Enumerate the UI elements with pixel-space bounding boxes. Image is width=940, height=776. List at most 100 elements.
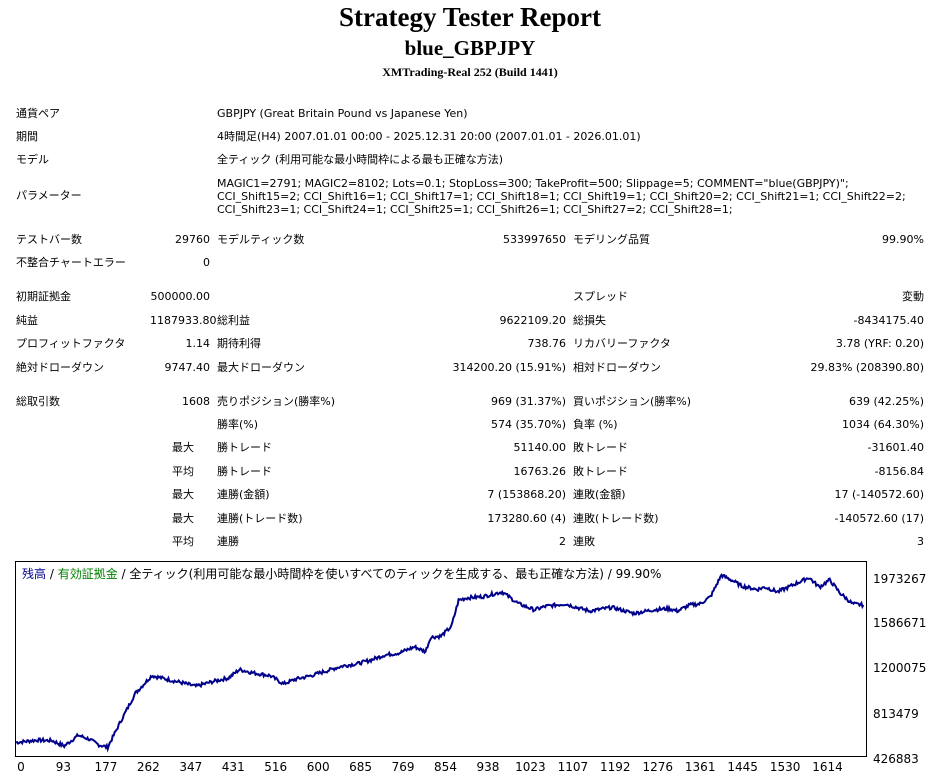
pf-value: 1.14 [185, 337, 211, 350]
avg-cons-win-label: 連勝 [217, 535, 239, 548]
net-row: 純益 1187933.80 総利益 9622109.20 総損失 -843417… [0, 312, 940, 330]
x-tick-label: 431 [221, 760, 245, 774]
cons-cnt-row: 最大 連勝(トレード数) 173280.60 (4) 連敗(トレード数) -14… [0, 510, 940, 528]
balance-line [16, 573, 865, 753]
period-row: 期間 4時間足(H4) 2007.01.01 00:00 - 2025.12.3… [0, 128, 940, 146]
mismatch-value: 0 [203, 256, 210, 269]
deposit-value: 500000.00 [150, 290, 211, 303]
cons-wins-cnt-label: 連勝(トレード数) [217, 512, 303, 525]
recovery-label: リカバリーファクタ [573, 337, 671, 350]
long-label: 買いポジション(勝率%) [573, 395, 692, 408]
pf-label: プロフィットファクタ [16, 337, 126, 350]
balance-chart: 残高 / 有効証拠金 / 全ティック(利用可能な最小時間枠を使いすべてのティック… [15, 561, 940, 776]
cons-loss-cnt-value: -140572.60 (17) [834, 512, 924, 525]
avg-prefix: 平均 [172, 465, 194, 478]
param-value: MAGIC1=2791; MAGIC2=8102; Lots=0.1; Stop… [217, 177, 906, 216]
max-prefix: 最大 [172, 488, 194, 501]
period-label: 期間 [16, 130, 38, 143]
winrate-value: 574 (35.70%) [490, 418, 566, 431]
avg-cons-loss-label: 連敗 [573, 535, 595, 548]
ticks-label: モデルティック数 [217, 233, 305, 246]
max-win-value: 51140.00 [513, 441, 567, 454]
cons-wins-amt-label: 連勝(金額) [217, 488, 270, 501]
drawdown-row: 絶対ドローダウン 9747.40 最大ドローダウン 314200.20 (15.… [0, 359, 940, 377]
cons-loss-amt-value: 17 (-140572.60) [834, 488, 924, 501]
max-prefix: 最大 [172, 512, 194, 525]
x-tick-label: 177 [94, 760, 118, 774]
avg-cons-row: 平均 連勝 2 連敗 3 [0, 533, 940, 551]
recovery-value: 3.78 (YRF: 0.20) [835, 337, 924, 350]
x-tick-label: 1361 [684, 760, 716, 774]
max-loss-value: -31601.40 [867, 441, 924, 454]
x-tick-label: 1023 [515, 760, 546, 774]
ticks-value: 533997650 [503, 233, 566, 246]
x-tick-label: 938 [476, 760, 500, 774]
avg-cons-win-value: 2 [559, 535, 566, 548]
bars-row: テストバー数 29760 モデルティック数 533997650 モデリング品質 … [0, 231, 940, 249]
cons-wins-cnt-value: 173280.60 (4) [487, 512, 566, 525]
gross-loss-value: -8434175.40 [853, 314, 924, 327]
x-tick-label: 600 [306, 760, 330, 774]
x-tick-label: 685 [349, 760, 373, 774]
param-label: パラメーター [16, 189, 82, 202]
short-label: 売りポジション(勝率%) [217, 395, 336, 408]
report-title: Strategy Tester Report [339, 2, 601, 32]
avg-cons-loss-value: 3 [917, 535, 924, 548]
report-subtitle: blue_GBPJPY [404, 36, 536, 60]
expected-value: 738.76 [527, 337, 567, 350]
max-win-label: 勝トレード [217, 441, 272, 454]
cons-amt-row: 最大 連勝(金額) 7 (153868.20) 連敗(金額) 17 (-1405… [0, 486, 940, 504]
avg-win-label: 勝トレード [217, 465, 272, 478]
net-value: 1187933.80 [150, 314, 217, 327]
y-tick-label: 426883 [873, 752, 919, 766]
pair-row: 通貨ペア GBPJPY (Great Britain Pound vs Japa… [0, 105, 940, 123]
cons-loss-amt-label: 連敗(金額) [573, 488, 626, 501]
legend-description: / 全ティック(利用可能な最小時間枠を使いすべてのティックを生成する、最も正確な… [117, 567, 662, 581]
mismatch-row: 不整合チャートエラー 0 [0, 254, 940, 272]
net-label: 純益 [16, 314, 38, 327]
max-dd-label: 最大ドローダウン [217, 361, 305, 374]
avg-loss-value: -8156.84 [874, 465, 924, 478]
max-prefix: 最大 [172, 441, 194, 454]
chart-svg [16, 573, 865, 753]
total-row: 総取引数 1608 売りポジション(勝率%) 969 (31.37%) 買いポジ… [0, 393, 940, 411]
spread-label: スプレッド [573, 290, 628, 303]
legend-balance: 残高 [22, 567, 47, 581]
abs-dd-label: 絶対ドローダウン [16, 361, 104, 374]
pf-row: プロフィットファクタ 1.14 期待利得 738.76 リカバリーファクタ 3.… [0, 335, 940, 353]
avg-loss-label: 敗トレード [573, 465, 628, 478]
max-trade-row: 最大 勝トレード 51140.00 敗トレード -31601.40 [0, 439, 940, 457]
x-tick-label: 1530 [769, 760, 801, 774]
gross-profit-label: 総利益 [217, 314, 250, 327]
avg-win-value: 16763.26 [513, 465, 567, 478]
rel-dd-label: 相対ドローダウン [573, 361, 661, 374]
server-name: XMTrading-Real 252 (Build 1441) [382, 65, 558, 79]
avg-prefix: 平均 [172, 535, 194, 548]
total-label: 総取引数 [16, 395, 60, 408]
rel-dd-value: 29.83% (208390.80) [810, 361, 924, 374]
pair-value: GBPJPY (Great Britain Pound vs Japanese … [217, 107, 468, 120]
chart-legend: 残高 / 有効証拠金 / 全ティック(利用可能な最小時間枠を使いすべてのティック… [22, 565, 661, 582]
x-tick-label: 1445 [727, 760, 758, 774]
legend-sep: / [46, 567, 58, 581]
y-tick-label: 1200075 [873, 661, 927, 675]
abs-dd-value: 9747.40 [164, 361, 211, 374]
quality-label: モデリング品質 [573, 233, 650, 246]
x-tick-label: 854 [434, 760, 457, 774]
x-tick-label: 262 [136, 760, 160, 774]
x-tick-label: 769 [391, 760, 415, 774]
y-tick-label: 1586671 [873, 616, 927, 630]
winrate-label: 勝率(%) [217, 418, 259, 431]
bars-value: 29760 [175, 233, 210, 246]
x-tick-label: 1614 [812, 760, 843, 774]
period-value: 4時間足(H4) 2007.01.01 00:00 - 2025.12.31 2… [217, 130, 641, 143]
cons-loss-cnt-label: 連敗(トレード数) [573, 512, 659, 525]
x-tick-label: 1276 [642, 760, 674, 774]
x-tick-label: 1192 [600, 760, 631, 774]
gross-loss-label: 総損失 [573, 314, 606, 327]
rate-row: 勝率(%) 574 (35.70%) 負率 (%) 1034 (64.30%) [0, 416, 940, 434]
param-row: パラメーター [0, 187, 940, 205]
model-row: モデル 全ティック (利用可能な最小時間枠による最も正確な方法) [0, 151, 940, 169]
deposit-label: 初期証拠金 [16, 290, 71, 303]
quality-value: 99.90% [882, 233, 924, 246]
